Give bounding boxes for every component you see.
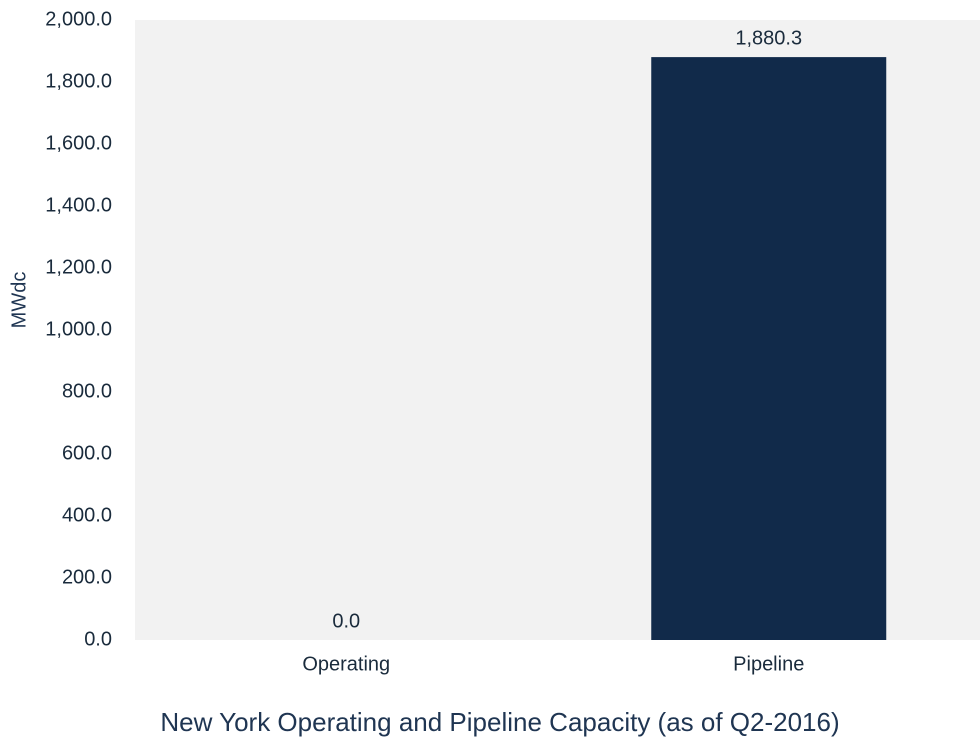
y-tick-label: 1,000.0: [45, 318, 112, 340]
data-labels: 0.0 1,880.3: [332, 27, 802, 632]
y-tick-label: 2,000.0: [45, 8, 112, 30]
data-label-operating: 0.0: [332, 610, 360, 632]
y-axis: 0.0 200.0 400.0 600.0 800.0 1,000.0 1,200.0 1,4…: [45, 8, 112, 650]
x-tick-label-pipeline: Pipeline: [733, 653, 804, 675]
y-tick-label: 600.0: [62, 442, 112, 464]
x-tick-label-operating: Operating: [302, 653, 390, 675]
y-tick-label: 1,600.0: [45, 132, 112, 154]
data-label-pipeline: 1,880.3: [735, 27, 802, 49]
chart-title: New York Operating and Pipeline Capacity…: [160, 707, 839, 737]
bars: [651, 57, 887, 641]
y-tick-label: 1,200.0: [45, 256, 112, 278]
y-tick-label: 1,800.0: [45, 70, 112, 92]
x-axis: Operating Pipeline: [302, 653, 804, 675]
y-tick-label: 0.0: [84, 628, 112, 650]
y-tick-label: 1,400.0: [45, 194, 112, 216]
bar-pipeline: [651, 57, 887, 641]
y-axis-title: MWdc: [8, 272, 30, 329]
y-tick-label: 800.0: [62, 380, 112, 402]
y-tick-label: 400.0: [62, 504, 112, 526]
y-tick-label: 200.0: [62, 566, 112, 588]
